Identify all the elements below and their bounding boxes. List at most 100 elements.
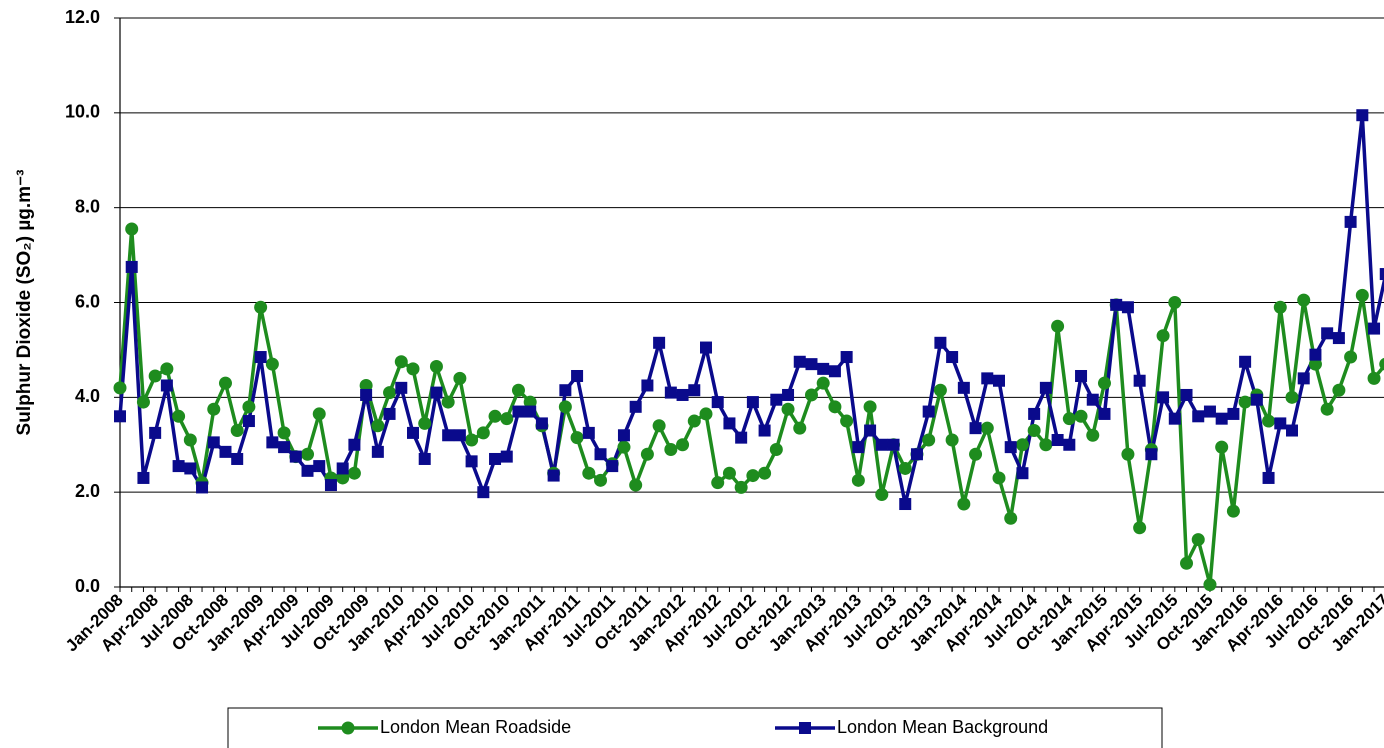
data-point: [489, 452, 502, 465]
data-point: [758, 466, 772, 480]
data-point: [196, 481, 209, 494]
data-point: [1321, 327, 1334, 340]
data-point: [1051, 434, 1064, 447]
data-point: [699, 407, 713, 421]
data-point: [1332, 332, 1345, 345]
data-point: [1098, 407, 1111, 420]
data-point: [218, 376, 232, 390]
data-point: [312, 407, 326, 421]
data-point: [1215, 440, 1229, 454]
data-point: [511, 383, 525, 397]
data-point: [383, 407, 396, 420]
data-point: [278, 441, 291, 454]
data-point: [746, 396, 759, 409]
data-point: [781, 402, 795, 416]
y-tick-label: 2.0: [75, 481, 100, 501]
data-point: [817, 362, 830, 375]
data-point: [313, 460, 326, 473]
data-point: [711, 396, 724, 409]
data-point: [336, 471, 350, 485]
data-point: [207, 436, 220, 449]
data-point: [266, 436, 279, 449]
data-point: [453, 371, 467, 385]
data-point: [700, 341, 712, 354]
data-point: [149, 426, 162, 439]
data-point: [828, 400, 842, 414]
data-point: [770, 393, 783, 406]
data-point: [1039, 381, 1052, 394]
data-point: [1238, 395, 1252, 409]
data-point: [230, 424, 244, 438]
data-point: [1285, 390, 1299, 404]
data-point: [383, 386, 397, 400]
data-point: [910, 448, 923, 461]
data-point: [652, 419, 666, 433]
data-point: [1367, 371, 1381, 385]
data-point: [1344, 350, 1358, 364]
data-point: [347, 466, 361, 480]
data-point: [476, 426, 490, 440]
data-point: [1028, 407, 1041, 420]
data-point: [1344, 215, 1357, 228]
data-point: [676, 388, 689, 401]
data-point: [922, 405, 935, 418]
data-point: [559, 384, 572, 397]
data-point: [1239, 355, 1252, 368]
data-point: [1297, 372, 1310, 385]
data-point: [981, 372, 994, 385]
data-point: [1016, 467, 1029, 480]
data-point: [371, 419, 385, 433]
data-point: [582, 466, 596, 480]
data-point: [523, 395, 537, 409]
data-point: [782, 388, 795, 401]
data-point: [594, 448, 607, 461]
data-point: [512, 405, 525, 418]
axes: 0.0 2.0 4.0 6.0 8.0 10.0 12.0 Sulphur Dioxide (…: [14, 7, 1384, 655]
data-point: [465, 433, 479, 447]
data-point: [371, 445, 384, 458]
data-point: [1379, 268, 1384, 281]
legend-label: London Mean Background: [837, 717, 1048, 737]
data-point: [676, 438, 690, 452]
data-point: [348, 438, 361, 451]
data-point: [1086, 393, 1099, 406]
data-point: [137, 471, 150, 484]
data-point: [805, 358, 818, 371]
data-point: [1168, 412, 1181, 425]
data-point: [407, 426, 419, 439]
data-point: [1157, 391, 1170, 404]
legend-label: London Mean Roadside: [380, 717, 571, 737]
y-tick-label: 10.0: [65, 102, 100, 122]
data-point: [148, 369, 162, 383]
data-point: [1156, 329, 1170, 343]
data-point: [793, 355, 806, 368]
y-tick-label: 12.0: [65, 7, 100, 27]
data-point: [617, 429, 630, 442]
data-point: [1075, 369, 1088, 382]
data-point: [535, 417, 548, 430]
data-point: [606, 460, 619, 473]
data-point: [1262, 414, 1276, 428]
data-point: [852, 441, 865, 454]
data-point: [429, 360, 443, 374]
data-point: [957, 497, 971, 511]
data-point: [113, 381, 127, 395]
data-point: [336, 462, 349, 475]
data-point: [875, 488, 889, 502]
data-point: [395, 381, 408, 394]
data-point: [629, 400, 642, 413]
data-point: [1027, 424, 1041, 438]
data-point: [1297, 293, 1311, 307]
data-point: [570, 431, 584, 445]
data-point: [360, 388, 373, 401]
data-point: [746, 469, 760, 483]
data-point: [231, 452, 244, 465]
data-point: [254, 351, 267, 364]
data-point: [500, 412, 514, 426]
data-point: [946, 351, 959, 364]
data-point: [1121, 301, 1134, 314]
y-axis-title: Sulphur Dioxide (SO₂) µg.m⁻³: [14, 170, 35, 436]
data-point: [1274, 417, 1287, 430]
data-point: [899, 498, 912, 511]
